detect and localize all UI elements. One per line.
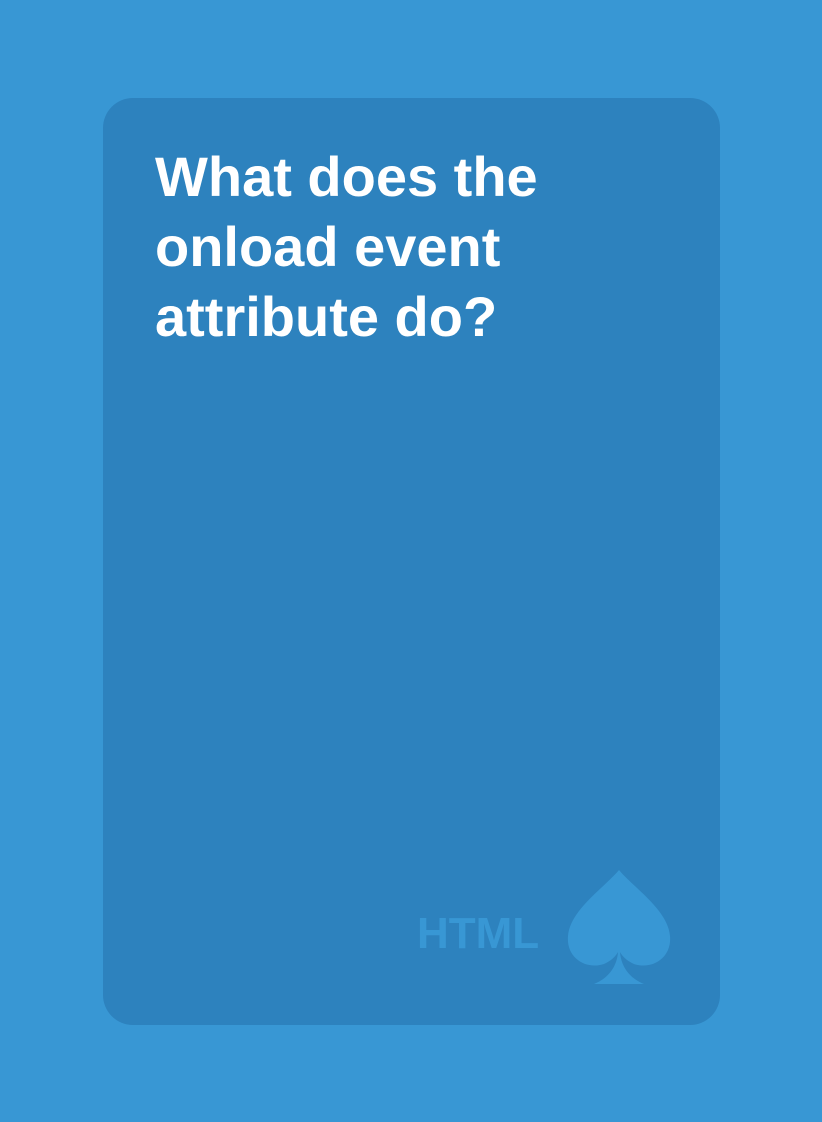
card-question: What does the onload event attribute do? bbox=[155, 145, 538, 348]
card-category-label: HTML bbox=[417, 909, 540, 958]
spade-icon bbox=[567, 870, 671, 984]
flash-card[interactable]: What does the onload event attribute do?… bbox=[103, 98, 720, 1025]
